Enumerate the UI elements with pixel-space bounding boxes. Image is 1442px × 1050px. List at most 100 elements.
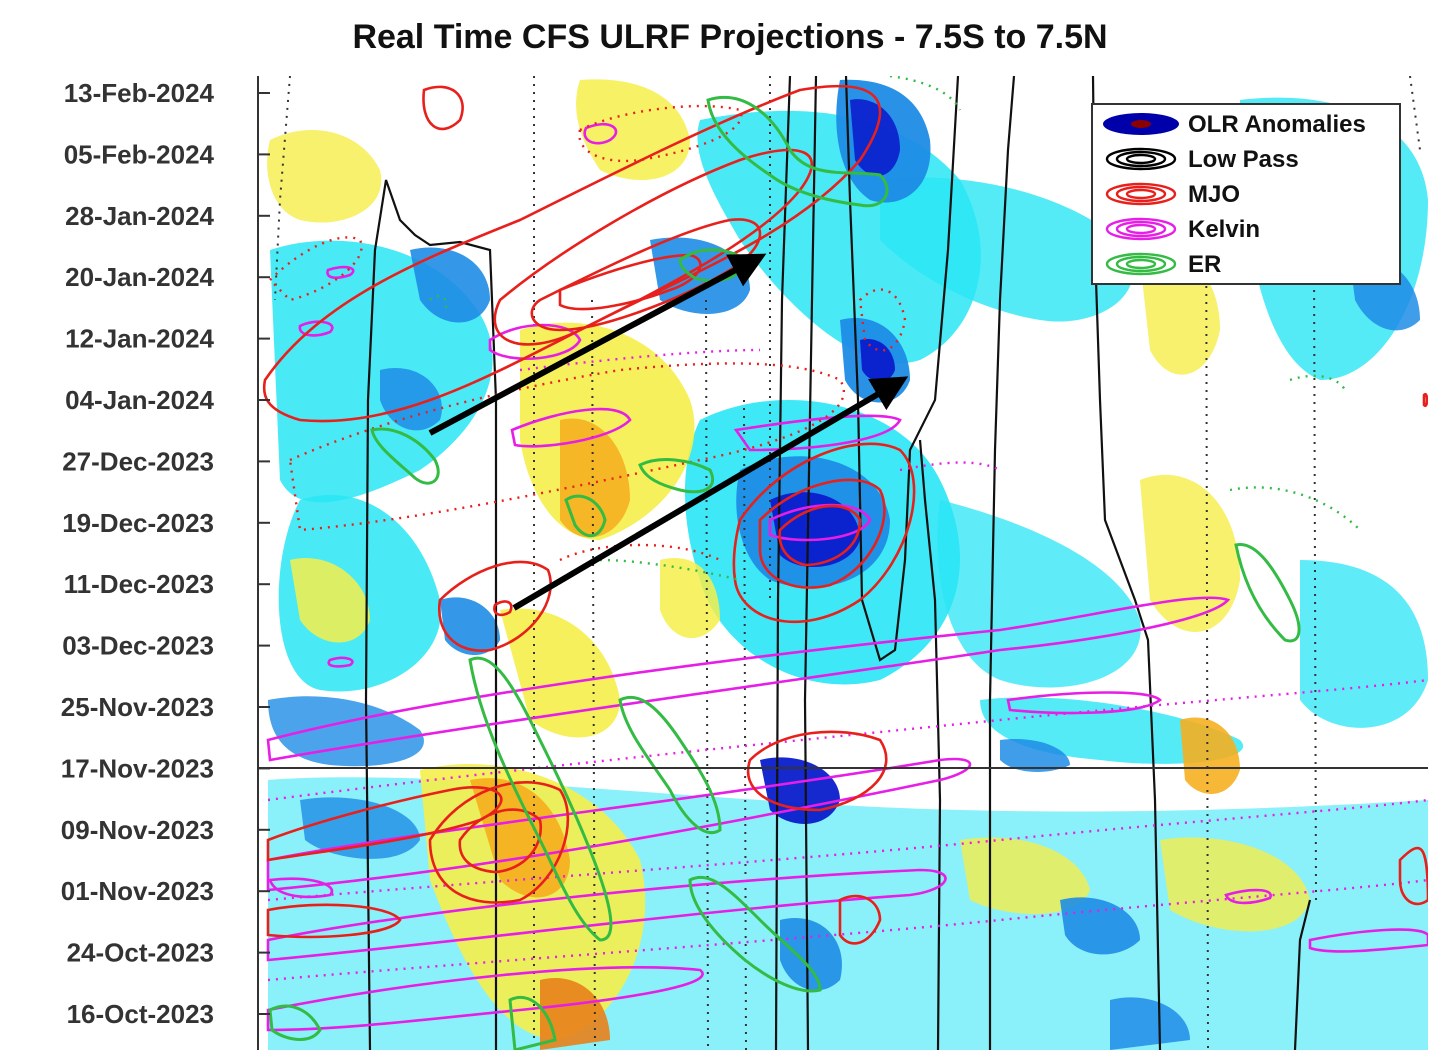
olr-shade-region: [440, 597, 500, 655]
legend-swatch: [1115, 185, 1167, 203]
y-tick-label: 05-Feb-2024: [64, 139, 215, 169]
kelvin-contour: [266, 868, 947, 962]
kelvin-dotted: [519, 348, 761, 372]
legend-label: ER: [1188, 251, 1221, 278]
olr-shade-region: [860, 339, 895, 382]
legend-label: Kelvin: [1188, 216, 1260, 243]
propagation-arrow: [428, 253, 767, 436]
legend-entry: Low Pass: [1105, 146, 1299, 173]
legend-entry: OLR Anomalies: [1103, 111, 1366, 138]
mjo-contour: [458, 808, 543, 874]
olr-shade-region: [1180, 717, 1240, 794]
mjo-dotted: [578, 104, 743, 163]
er-contour: [468, 656, 613, 942]
olr-shade-region: [290, 558, 370, 643]
olr-shade-region: [500, 608, 620, 738]
y-tick-label: 17-Nov-2023: [61, 753, 214, 783]
y-tick-label: 04-Jan-2024: [65, 385, 214, 415]
er-contour: [564, 494, 607, 538]
olr-shade-region: [1300, 560, 1428, 728]
er-contour: [508, 995, 557, 1050]
kelvin-contour: [1308, 928, 1428, 953]
er-contour: [1234, 543, 1301, 643]
y-tick-label: 11-Dec-2023: [64, 569, 214, 599]
propagation-arrows: [428, 253, 909, 611]
legend-swatch: [1105, 217, 1177, 241]
y-tick-label: 12-Jan-2024: [65, 324, 214, 354]
kelvin-contours: [266, 122, 1428, 1032]
kelvin-dotted-contours: [267, 348, 1428, 982]
mjo-contour: [558, 253, 702, 311]
mjo-contour: [266, 903, 402, 939]
mjo-contour: [1422, 392, 1428, 408]
legend-swatch: [1125, 258, 1157, 270]
er-dotted: [889, 76, 962, 111]
er-contour: [638, 458, 714, 494]
kelvin-contour: [266, 757, 972, 892]
legend-swatch: [1125, 188, 1157, 200]
mjo-contour: [778, 504, 862, 567]
kelvin-contour: [488, 323, 582, 360]
mjo-contour: [266, 786, 503, 862]
olr-shade-region: [1000, 739, 1070, 772]
y-tick-label: 16-Oct-2023: [67, 999, 214, 1029]
mjo-contour: [262, 84, 882, 423]
y-tick-label: 19-Dec-2023: [62, 508, 214, 538]
legend-swatch-core: [1131, 120, 1151, 128]
legend-label: OLR Anomalies: [1188, 111, 1366, 138]
y-tick-label: 03-Dec-2023: [62, 631, 214, 661]
olr-shade-region: [380, 368, 442, 431]
kelvin-contour: [733, 414, 902, 452]
y-tick-label: 25-Nov-2023: [61, 692, 214, 722]
legend-swatch: [1125, 223, 1157, 235]
mjo-dotted: [858, 288, 907, 352]
kelvin-contour: [1224, 888, 1272, 905]
mjo-contour: [428, 781, 570, 904]
kelvin-contour: [1006, 691, 1162, 715]
mjo-dotted: [559, 543, 721, 562]
er-contour: [370, 427, 440, 485]
kelvin-contour: [268, 877, 334, 899]
er-dotted: [1229, 486, 1361, 531]
low-pass-dotted: [274, 76, 291, 301]
olr-shade-region: [300, 797, 420, 859]
olr-shade-region: [1110, 997, 1190, 1050]
y-tick-label: 24-Oct-2023: [67, 938, 214, 968]
y-tick-label: 20-Jan-2024: [65, 262, 214, 292]
low-pass-contour: [844, 76, 960, 662]
olr-shade-region: [960, 837, 1090, 914]
kelvin-contour: [326, 265, 355, 280]
er-dotted-contours: [429, 76, 1361, 582]
low-pass-contour: [364, 179, 498, 1050]
low-pass-contour: [1293, 899, 1312, 1050]
kelvin-contour: [768, 503, 872, 542]
olr-shade-region: [1060, 897, 1140, 955]
low-pass-dotted: [705, 299, 709, 1050]
legend-swatch: [1105, 252, 1177, 276]
mjo-contour: [746, 730, 888, 812]
kelvin-contour: [583, 122, 618, 145]
legend-label: MJO: [1188, 181, 1240, 208]
mjo-contour: [422, 85, 464, 131]
y-tick-label: 27-Dec-2023: [62, 446, 214, 476]
legend-swatch: [1115, 150, 1167, 168]
mjo-contour: [493, 600, 513, 617]
legend-entry: ER: [1105, 251, 1221, 278]
er-dotted: [1289, 374, 1347, 391]
olr-shade-region: [576, 79, 690, 180]
kelvin-contour: [298, 320, 334, 337]
olr-shade-region: [560, 418, 630, 538]
kelvin-contour: [327, 656, 354, 668]
olr-shade-region: [760, 757, 840, 824]
mjo-contour: [758, 478, 886, 589]
olr-shade-region: [1160, 837, 1310, 932]
chart-title: Real Time CFS ULRF Projections - 7.5S to…: [352, 18, 1108, 56]
olr-shade-region: [660, 558, 720, 639]
legend-label: Low Pass: [1188, 146, 1299, 173]
olr-shade-region: [937, 500, 1141, 688]
olr-anomaly-shading: [267, 79, 1428, 1050]
y-tick-label: 13-Feb-2024: [64, 78, 215, 108]
er-dotted: [429, 294, 448, 311]
olr-shade-region: [880, 177, 1133, 322]
kelvin-contour: [266, 596, 1231, 762]
